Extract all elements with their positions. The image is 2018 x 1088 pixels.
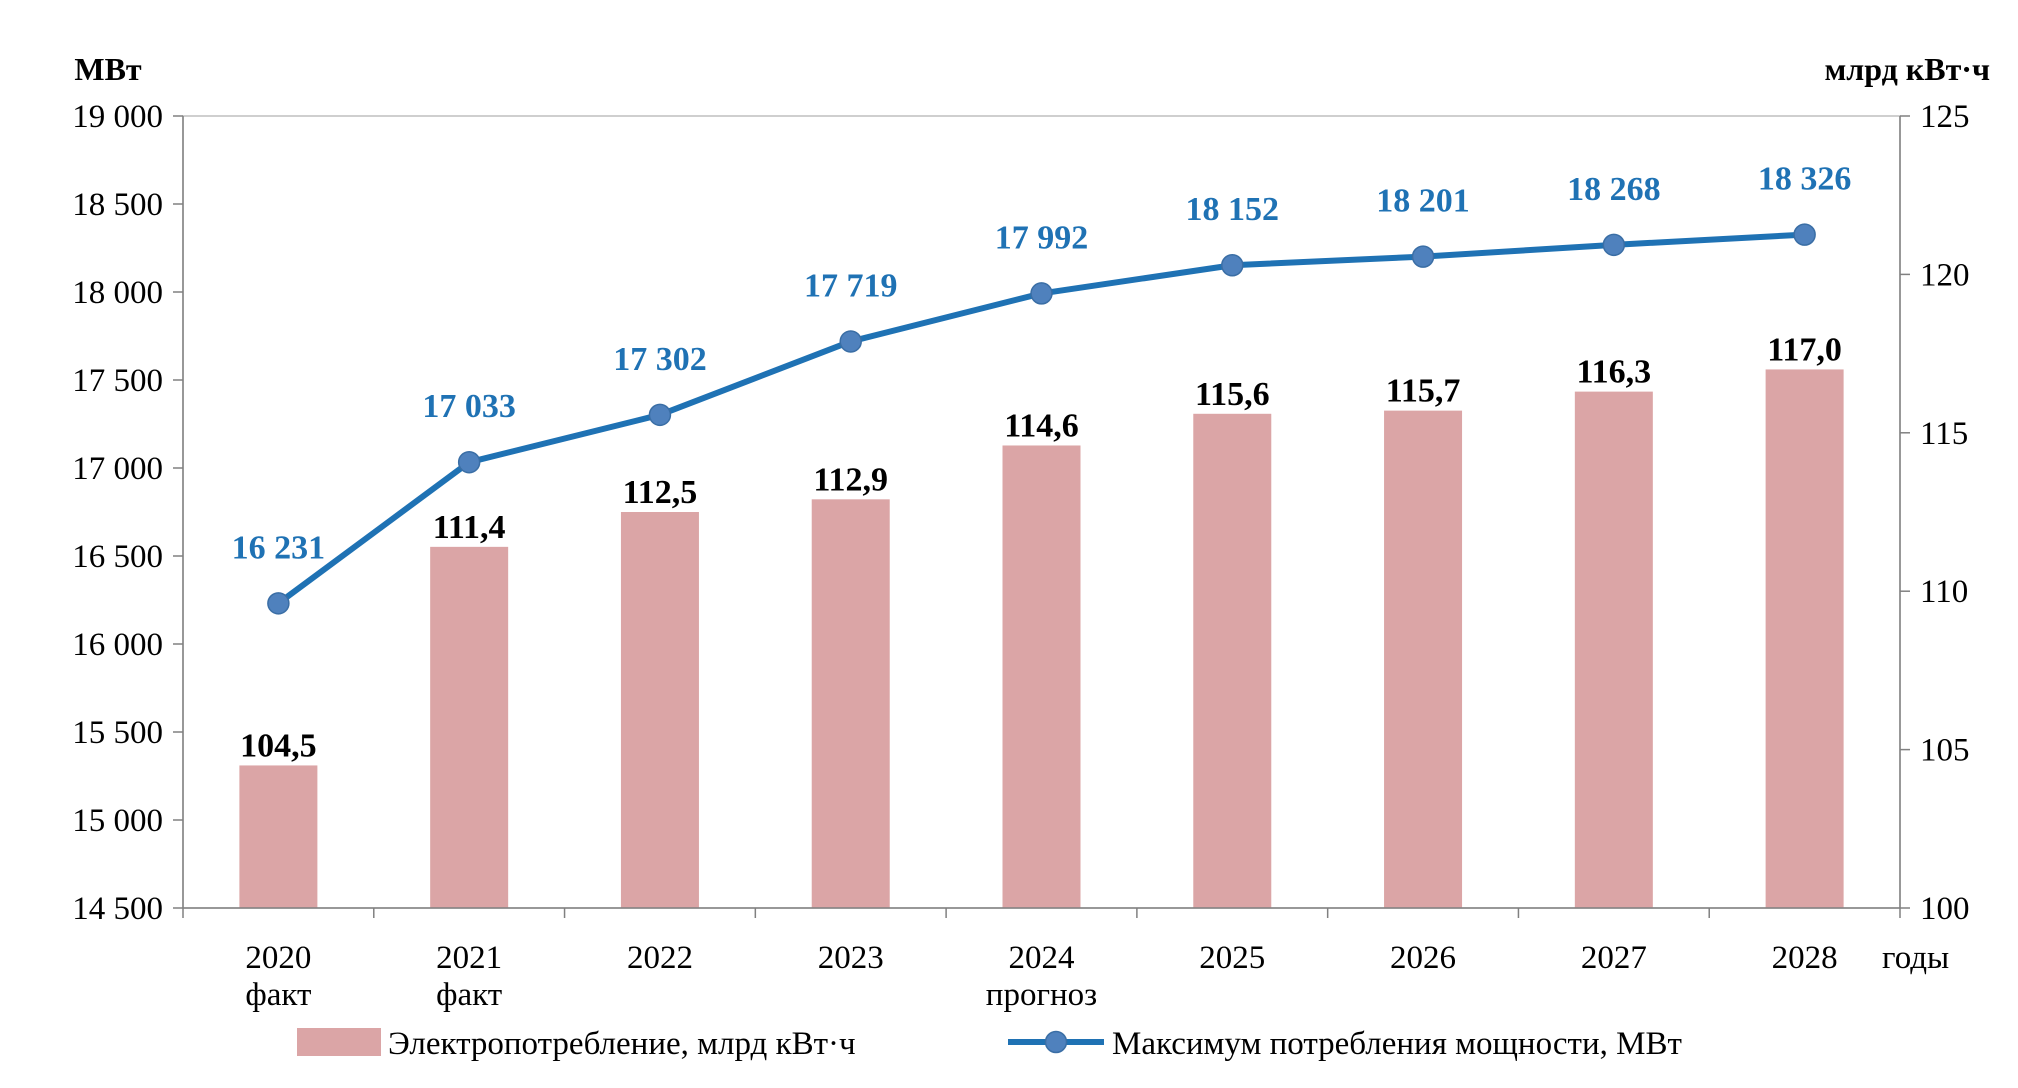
- left-tick-label-4: 16 500: [72, 539, 163, 575]
- line-series: [267, 223, 1816, 615]
- left-tick-label-9: 19 000: [72, 99, 163, 135]
- left-tick-label-7: 18 000: [72, 275, 163, 311]
- line-marker-5: [1221, 253, 1244, 277]
- line-value-label-3: 17 719: [804, 267, 898, 304]
- x-axis-unit-label: годы: [1882, 940, 1949, 976]
- bar-8: [1765, 369, 1844, 908]
- right-axis-unit-label: млрд кВт·ч: [1824, 51, 1990, 87]
- bar-value-label-1: 111,4: [433, 509, 506, 546]
- bar-value-label-4: 114,6: [1004, 407, 1079, 444]
- bar-6: [1384, 410, 1463, 908]
- line-value-label-1: 17 033: [422, 388, 516, 425]
- line-marker-1: [457, 450, 481, 474]
- legend-bar-label: Электропотребление, млрд кВт·ч: [388, 1026, 856, 1062]
- category-label-7: 2027: [1581, 940, 1647, 976]
- right-tick-label-4: 120: [1920, 257, 1970, 293]
- legend-bar-swatch: [297, 1028, 381, 1056]
- bar-value-label-2: 112,5: [623, 474, 698, 511]
- category-label-3: 2023: [818, 940, 884, 976]
- bar-series: [239, 369, 1844, 909]
- line-marker-8: [1793, 223, 1816, 246]
- left-axis-unit-label: МВт: [74, 51, 142, 87]
- bar-4: [1002, 445, 1081, 908]
- bar-2: [620, 512, 699, 908]
- bar-value-label-5: 115,6: [1195, 376, 1270, 413]
- line-marker-6: [1411, 245, 1435, 268]
- right-tick-label-0: 100: [1920, 891, 1970, 927]
- right-tick-label-2: 110: [1920, 574, 1968, 610]
- line-value-label-4: 17 992: [995, 219, 1089, 256]
- legend-line-marker: [1044, 1030, 1068, 1054]
- bar-value-label-6: 115,7: [1386, 373, 1461, 410]
- category-label-5: 2025: [1199, 940, 1265, 976]
- left-tick-label-0: 14 500: [72, 891, 163, 927]
- category-label-0: 2020 факт: [245, 940, 311, 1013]
- bar-0: [239, 765, 318, 908]
- bar-5: [1193, 413, 1272, 908]
- category-label-8: 2028: [1772, 940, 1838, 976]
- left-tick-label-5: 17 000: [72, 451, 163, 487]
- line-marker-4: [1030, 282, 1053, 305]
- right-tick-label-1: 105: [1920, 733, 1970, 769]
- bar-value-label-3: 112,9: [813, 461, 888, 498]
- category-label-1: 2021 факт: [436, 940, 502, 1013]
- bar-value-label-0: 104,5: [240, 727, 317, 764]
- left-tick-label-6: 17 500: [72, 363, 163, 399]
- line-marker-0: [267, 592, 290, 615]
- bar-value-label-7: 116,3: [1577, 354, 1652, 391]
- line-value-label-6: 18 201: [1376, 183, 1470, 220]
- category-label-4: 2024 прогноз: [986, 940, 1097, 1013]
- bar-1: [430, 546, 509, 908]
- line-value-label-2: 17 302: [613, 341, 707, 378]
- legend: Электропотребление, млрд кВт·ч Максимум п…: [297, 1026, 1682, 1062]
- axes: 14 500 15 000 15 500 16 000 16 500 17 000 17 5…: [72, 51, 1990, 1013]
- line-value-label-0: 16 231: [232, 529, 326, 566]
- data-labels: 104,5 111,4 112,5 112,9 114,6 115,6 115,7 116,3…: [232, 161, 1852, 765]
- legend-line-label: Максимум потребления мощности, МВт: [1112, 1026, 1682, 1062]
- left-tick-label-2: 15 500: [72, 715, 163, 751]
- line-value-label-5: 18 152: [1186, 191, 1280, 228]
- bar-value-label-8: 117,0: [1767, 331, 1842, 368]
- line-value-label-7: 18 268: [1567, 171, 1661, 208]
- left-tick-label-8: 18 500: [72, 187, 163, 223]
- bar-3: [811, 499, 890, 908]
- right-tick-label-5: 125: [1920, 99, 1970, 135]
- right-tick-label-3: 115: [1920, 416, 1968, 452]
- line-value-label-8: 18 326: [1758, 161, 1852, 198]
- line-marker-3: [839, 330, 862, 353]
- line-marker-2: [648, 403, 672, 427]
- left-tick-label-1: 15 000: [72, 803, 163, 839]
- line-marker-7: [1602, 233, 1626, 257]
- bar-7: [1574, 391, 1653, 909]
- left-tick-label-3: 16 000: [72, 627, 163, 663]
- category-label-6: 2026: [1390, 940, 1456, 976]
- category-label-2: 2022: [627, 940, 693, 976]
